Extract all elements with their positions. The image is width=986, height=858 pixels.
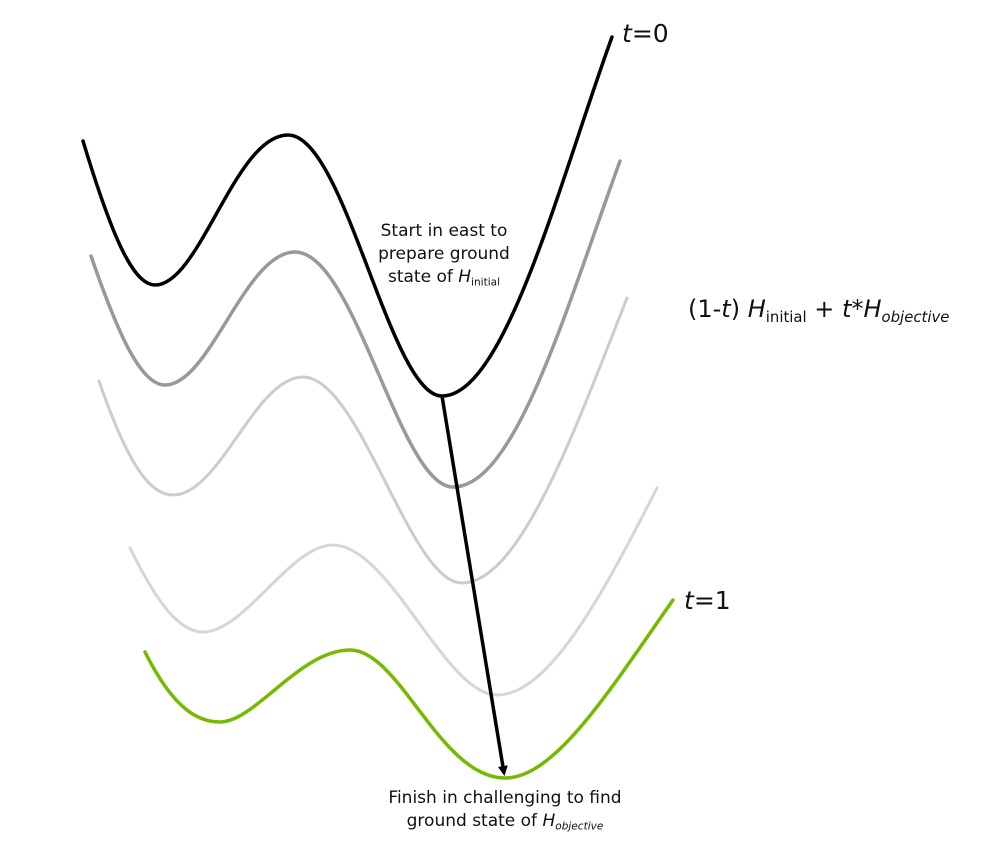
finish-note-line2: ground state of Hobjective xyxy=(406,811,604,833)
formula-sub-objective: objective xyxy=(881,308,950,327)
formula-h-objective: H xyxy=(863,295,882,323)
energy-curve-t1 xyxy=(143,598,675,780)
formula-part4: * xyxy=(851,295,864,323)
t-one-label: t=1 xyxy=(684,586,731,616)
formula-var1: t xyxy=(721,295,731,323)
formula-part1: (1- xyxy=(688,295,722,323)
energy-curve-2 xyxy=(89,159,622,489)
formula-part3: + xyxy=(806,295,843,323)
t-zero-variable: t xyxy=(622,19,632,48)
finish-note-h: H xyxy=(542,811,556,831)
formula-sub-initial: initial xyxy=(765,308,807,327)
transition-arrow xyxy=(440,395,508,776)
t-zero-label: t=0 xyxy=(622,19,669,49)
start-note-sub: initial xyxy=(471,276,501,289)
formula-h-initial: H xyxy=(747,295,766,323)
t-one-variable: t xyxy=(684,586,694,615)
finish-note-line1: Finish in challenging to find xyxy=(388,788,622,808)
energy-curve-4 xyxy=(128,486,659,697)
finish-note-sub: objective xyxy=(555,820,604,833)
energy-curve-t0 xyxy=(81,35,614,398)
t-one-value: =1 xyxy=(693,586,731,615)
formula-part2: ) xyxy=(730,295,748,323)
energy-curve-3 xyxy=(97,296,629,585)
start-note-line1: Start in east to xyxy=(380,221,508,241)
start-note-line3: state of Hinitial xyxy=(387,267,501,289)
t-zero-value: =0 xyxy=(631,19,669,48)
start-note: Start in east to prepare ground state of… xyxy=(344,220,544,289)
start-note-line2: prepare ground xyxy=(378,244,510,264)
formula-var2: t xyxy=(842,295,852,323)
interpolation-formula: (1-t) Hinitial + t*Hobjective xyxy=(688,294,950,327)
start-note-h: H xyxy=(458,267,472,287)
finish-note: Finish in challenging to find ground sta… xyxy=(370,787,640,833)
